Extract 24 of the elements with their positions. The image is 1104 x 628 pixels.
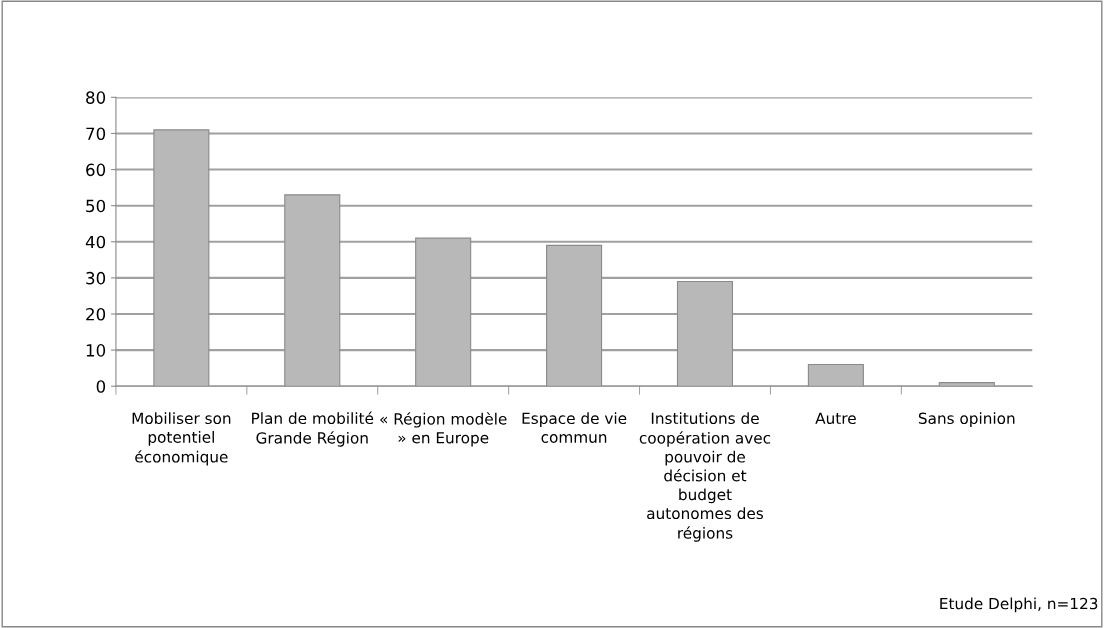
x-tick-label: Plan de mobilité Grande Région [252,411,374,447]
y-tick-label: 50 [86,199,106,213]
x-tick-label: « Région modèle » en Europe [380,412,507,447]
y-tick-label: 70 [86,127,106,141]
x-tick-label: Autre [815,412,856,425]
x-tick-label: Sans opinion [918,412,1015,428]
bar [938,382,995,387]
bar [153,129,210,387]
y-tick-label: 30 [86,271,106,285]
y-tick-label: 10 [86,344,106,357]
x-tick-label: Institutions de coopération avec pouvoir de décision et budget autonomes des régions [639,412,771,542]
y-tick-label: 40 [85,235,106,249]
text: Etude Delphi, n=123 [940,597,1098,613]
y-tick-label: 60 [86,163,106,177]
bar [676,280,734,387]
bar [415,237,472,387]
bar [546,244,603,387]
y-tick-label: 0 [96,380,106,393]
x-tick-label: Espace de vie commun [522,412,627,443]
y-tick-label: 80 [86,91,106,104]
bar [807,363,864,387]
bar [284,194,341,387]
x-tick-label: Mobiliser son potentiel économique [132,412,231,466]
y-tick-label: 20 [86,307,106,321]
